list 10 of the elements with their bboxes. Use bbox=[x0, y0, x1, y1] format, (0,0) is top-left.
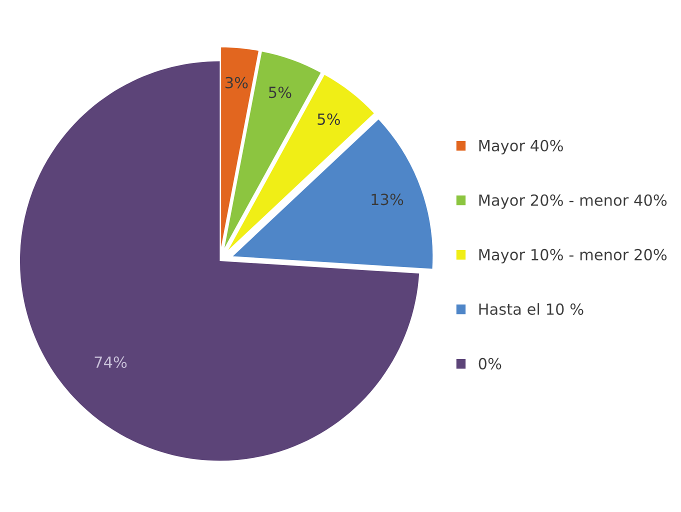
data-label: 5% bbox=[269, 86, 292, 98]
data-label: 13% bbox=[372, 194, 404, 206]
data-label: 3% bbox=[226, 76, 248, 88]
legend-label: Mayor 20% - menor 40% bbox=[479, 194, 667, 209]
legend-label: Mayor 10% - menor 20% bbox=[479, 248, 667, 264]
legend-label: 0% bbox=[478, 358, 502, 370]
data-label: 74% bbox=[94, 356, 127, 368]
legend-label: Hasta el 10 % bbox=[479, 303, 584, 315]
data-label: 5% bbox=[318, 113, 340, 125]
legend-label: Mayor 40% bbox=[479, 140, 563, 154]
